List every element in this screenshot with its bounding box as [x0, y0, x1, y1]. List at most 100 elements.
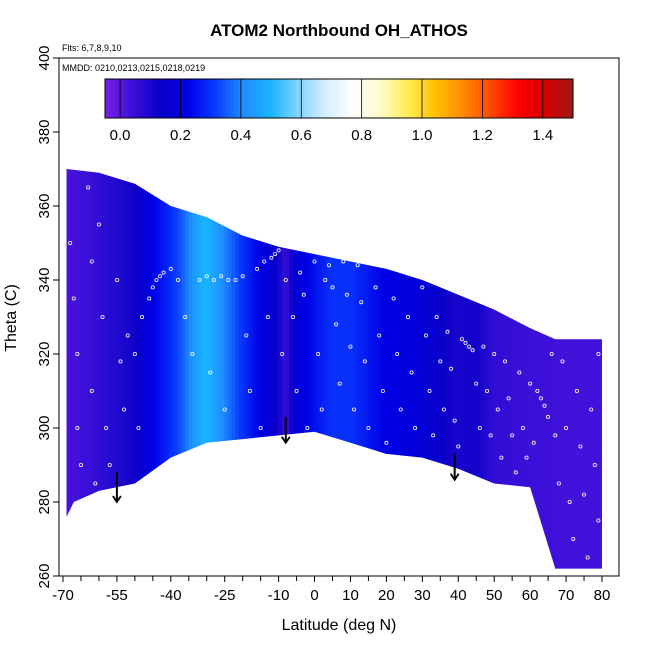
y-tick-label: 320: [36, 341, 53, 366]
observation-point: [107, 462, 112, 467]
colorbar-segment: [128, 79, 133, 118]
heatmap-cell: [540, 169, 545, 569]
heatmap-cell: [231, 169, 236, 569]
plot-frame: [58, 57, 620, 577]
observation-point: [219, 274, 224, 279]
heatmap-cell: [310, 169, 315, 569]
heatmap-field: [66, 169, 603, 569]
heatmap-cell: [285, 169, 290, 569]
colorbar-segment: [167, 79, 172, 118]
heatmap-cell: [138, 169, 143, 569]
heatmap-cell: [281, 169, 287, 569]
heatmap-cell: [206, 169, 211, 569]
colorbar-segment: [413, 79, 418, 118]
observation-point: [240, 274, 245, 279]
heatmap-cell: [152, 169, 157, 569]
heatmap-cell: [177, 169, 182, 569]
colorbar-segment: [124, 79, 129, 118]
heatmap-cell: [450, 169, 455, 569]
heatmap-cell: [490, 169, 495, 569]
observation-point: [269, 255, 274, 260]
colorbar-segment: [144, 79, 149, 118]
observation-point: [524, 455, 529, 460]
colorbar-segment: [140, 79, 145, 118]
observation-point: [211, 277, 216, 282]
observation-point: [492, 351, 497, 356]
colorbar-segment: [233, 79, 239, 118]
colorbar-segment: [530, 79, 535, 118]
observation-point: [589, 407, 594, 412]
heatmap-cell: [418, 169, 423, 569]
heatmap-cell: [537, 169, 542, 569]
colorbar-tick-label: 0.2: [170, 127, 191, 144]
heatmap-cell: [213, 169, 218, 569]
colorbar-tick-label: 0.8: [351, 127, 372, 144]
heatmap-cell: [432, 169, 438, 569]
heatmap-cell: [580, 169, 585, 569]
heatmap-cell: [296, 169, 301, 569]
observation-point: [312, 259, 317, 264]
observation-point: [132, 351, 137, 356]
heatmap-cell: [163, 169, 168, 569]
heatmap-cell: [303, 169, 308, 569]
colorbar-segment: [518, 79, 523, 118]
observation-point: [402, 263, 407, 268]
heatmap-cell: [526, 169, 531, 569]
observation-point: [204, 274, 209, 279]
observation-point: [546, 414, 551, 419]
y-tick-label: 260: [36, 563, 53, 588]
observation-point: [567, 499, 572, 504]
heatmap-cell: [66, 169, 71, 569]
observation-point: [330, 285, 335, 290]
colorbar-segment: [202, 79, 207, 118]
observation-point: [118, 359, 123, 364]
heatmap-cell: [587, 169, 592, 569]
observation-point: [362, 359, 367, 364]
heatmap-cell: [292, 169, 297, 569]
colorbar-segment: [323, 79, 328, 118]
observation-point: [89, 259, 94, 264]
heatmap-cell: [271, 169, 276, 569]
heatmap-cell: [77, 169, 82, 569]
colorbar-segment: [183, 79, 188, 118]
observation-point: [427, 388, 432, 393]
observation-point: [596, 351, 601, 356]
observation-point: [467, 344, 472, 349]
observation-point: [431, 433, 436, 438]
colorbar-segment: [428, 79, 434, 118]
colorbar-segment: [491, 79, 496, 118]
heatmap-cell: [141, 169, 146, 569]
observation-point: [477, 425, 482, 430]
heatmap-cell: [501, 169, 506, 569]
observation-point: [305, 425, 310, 430]
colorbar-segment: [534, 79, 539, 118]
heatmap-cell: [224, 169, 229, 569]
heatmap-cell: [457, 169, 463, 569]
colorbar-tick-label: 0.6: [291, 127, 312, 144]
colorbar-segment: [557, 79, 562, 118]
observation-point: [571, 537, 576, 542]
observation-point: [395, 351, 400, 356]
y-tick-label: 400: [36, 45, 53, 70]
colorbar-segment: [549, 79, 554, 118]
x-tick-label: 50: [486, 587, 503, 604]
heatmap-cell: [156, 169, 161, 569]
observation-point: [510, 433, 515, 438]
heatmap-cell: [594, 169, 599, 569]
heatmap-cell: [332, 169, 337, 569]
heatmap-cell: [504, 169, 509, 569]
observation-point: [273, 252, 278, 257]
heatmap-cell: [242, 169, 247, 569]
colorbar-segment: [506, 79, 512, 118]
colorbar-segment: [288, 79, 293, 118]
observation-point: [481, 344, 486, 349]
heatmap-cell: [267, 169, 272, 569]
observation-point: [294, 388, 299, 393]
observation-point: [244, 333, 249, 338]
observation-point: [423, 333, 428, 338]
colorbar-segment: [487, 79, 492, 118]
colorbar-segment: [218, 79, 223, 118]
heatmap-cell: [447, 169, 452, 569]
heatmap-cell: [325, 169, 330, 569]
observation-point: [78, 462, 83, 467]
